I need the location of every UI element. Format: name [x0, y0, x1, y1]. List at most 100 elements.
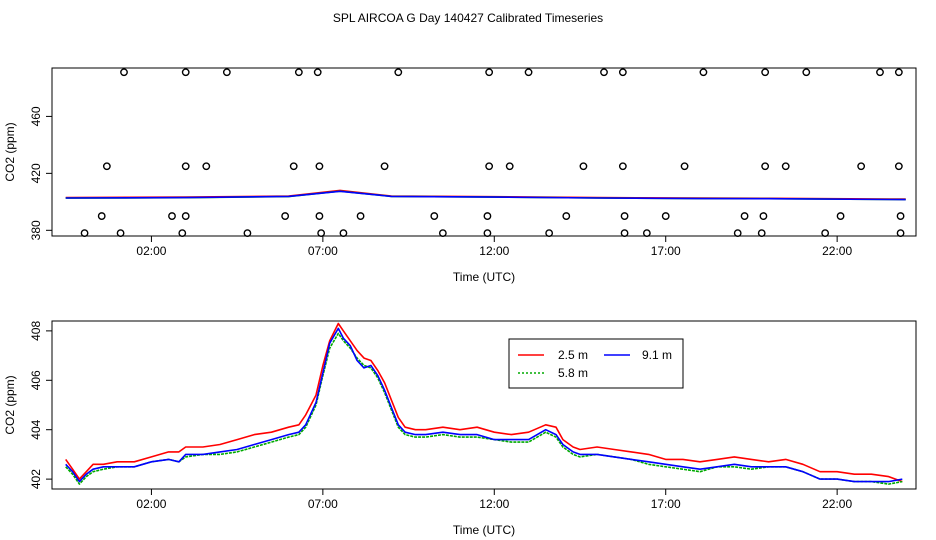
flag-circle: [356, 212, 365, 220]
flag-circle: [485, 68, 494, 77]
flag-circle: [620, 212, 629, 220]
flag-circle: [339, 229, 348, 238]
legend-box: [508, 338, 684, 389]
flag-circle: [896, 212, 905, 220]
flag-circle: [243, 229, 252, 238]
lower-x-tick-label: 07:00: [308, 497, 338, 511]
flag-circle: [317, 229, 326, 238]
lower-y-tick-label: 406: [29, 370, 43, 390]
flag-circle: [642, 229, 651, 238]
flag-circle: [836, 212, 845, 220]
lower-x-tick-label: 22:00: [822, 497, 852, 511]
flag-circle: [821, 229, 830, 238]
upper-plot-frame: [51, 67, 917, 237]
flag-circle: [438, 229, 447, 238]
lower-x-tick-label: 12:00: [479, 497, 509, 511]
lower-y-tick-label: 402: [29, 469, 43, 489]
flag-circle: [202, 162, 211, 171]
flag-circle: [620, 229, 629, 238]
flag-circle: [315, 162, 324, 171]
flag-circle: [102, 162, 111, 171]
flag-circle: [313, 68, 322, 77]
flag-circle: [759, 212, 768, 220]
legend-label-9-1m: 9.1 m: [642, 348, 672, 362]
flag-circle: [857, 162, 866, 171]
upper-y-tick-label: 420: [29, 163, 43, 183]
flag-circle: [562, 212, 571, 220]
flag-circle: [802, 68, 811, 77]
flag-circle: [181, 162, 190, 171]
flag-circle: [894, 68, 903, 77]
upper-x-tick-label: 17:00: [651, 244, 681, 258]
lower-y-axis-label: CO2 (ppm): [3, 375, 17, 434]
legend: 2.5 m 5.8 m 9.1 m: [508, 338, 684, 389]
flag-circle: [505, 162, 514, 171]
lower-plot-frame: [51, 320, 917, 490]
flag-circle: [680, 162, 689, 171]
lower-y-tick-label: 408: [29, 321, 43, 341]
flag-circle: [315, 212, 324, 220]
flag-circle: [740, 212, 749, 220]
upper-x-tick-label: 02:00: [136, 244, 166, 258]
flag-circle: [876, 68, 884, 77]
flag-circle: [661, 212, 670, 220]
flag-circle: [699, 68, 708, 77]
flag-circle: [120, 68, 128, 77]
flag-circle: [600, 68, 608, 77]
flag-circle: [394, 68, 403, 77]
flag-circle: [483, 212, 492, 220]
flag-circle: [222, 68, 231, 77]
chart-title: SPL AIRCOA G Day 140427 Calibrated Times…: [333, 11, 603, 25]
flag-circle: [178, 229, 187, 238]
lower-series-9-1-m: [65, 327, 903, 483]
flag-circle: [289, 162, 298, 171]
flag-circle: [618, 68, 627, 77]
upper-axis-ticks: 02:00 07:00 12:00 17:00 22:00 380 420 460: [29, 106, 852, 258]
upper-x-tick-label: 07:00: [308, 244, 338, 258]
upper-x-tick-label: 12:00: [479, 244, 509, 258]
lower-panel: 02:00 07:00 12:00 17:00 22:00 402 404 406 408 Ti…: [3, 320, 917, 537]
lower-x-tick-label: 02:00: [136, 497, 166, 511]
flag-circle: [781, 162, 790, 171]
flag-circle: [281, 212, 290, 220]
flag-circle: [485, 162, 494, 171]
upper-panel: 02:00 07:00 12:00 17:00 22:00 380 420 460 Time …: [3, 67, 917, 284]
flag-circle: [80, 229, 89, 238]
lower-y-tick-label: 404: [29, 419, 43, 439]
flag-circle: [579, 162, 588, 171]
flag-circle: [294, 68, 303, 77]
upper-y-axis-label: CO2 (ppm): [3, 122, 17, 181]
flag-circle: [97, 212, 106, 220]
flag-circle: [896, 229, 905, 238]
flag-circle: [181, 212, 190, 220]
flag-circle: [618, 162, 627, 171]
upper-series-9-1-m: [65, 190, 906, 201]
flag-circle: [483, 229, 492, 238]
flag-circle: [430, 212, 439, 220]
upper-y-tick-label: 380: [29, 220, 43, 240]
legend-label-2-5m: 2.5 m: [558, 348, 588, 362]
legend-label-5-8m: 5.8 m: [558, 366, 588, 380]
upper-x-axis-label: Time (UTC): [453, 270, 515, 284]
lower-axis-ticks: 02:00 07:00 12:00 17:00 22:00 402 404 406 408: [29, 321, 852, 511]
lower-series-2-5-m: [65, 322, 903, 483]
upper-series-lines: [65, 189, 906, 201]
upper-y-tick-label: 460: [29, 106, 43, 126]
lower-series-5-8-m: [65, 332, 903, 485]
flag-circle: [380, 162, 389, 171]
flag-circle: [761, 68, 770, 77]
upper-flag-circles: [80, 68, 905, 238]
upper-x-tick-label: 22:00: [822, 244, 852, 258]
flag-circle: [168, 212, 176, 220]
flag-circle: [524, 68, 533, 77]
lower-series-lines: [65, 322, 903, 485]
flag-circle: [894, 162, 903, 171]
flag-circle: [181, 68, 190, 77]
flag-circle: [545, 229, 554, 238]
flag-circle: [116, 229, 125, 238]
flag-circle: [757, 229, 766, 238]
flag-circle: [733, 229, 742, 238]
lower-x-tick-label: 17:00: [651, 497, 681, 511]
flag-circle: [761, 162, 770, 171]
